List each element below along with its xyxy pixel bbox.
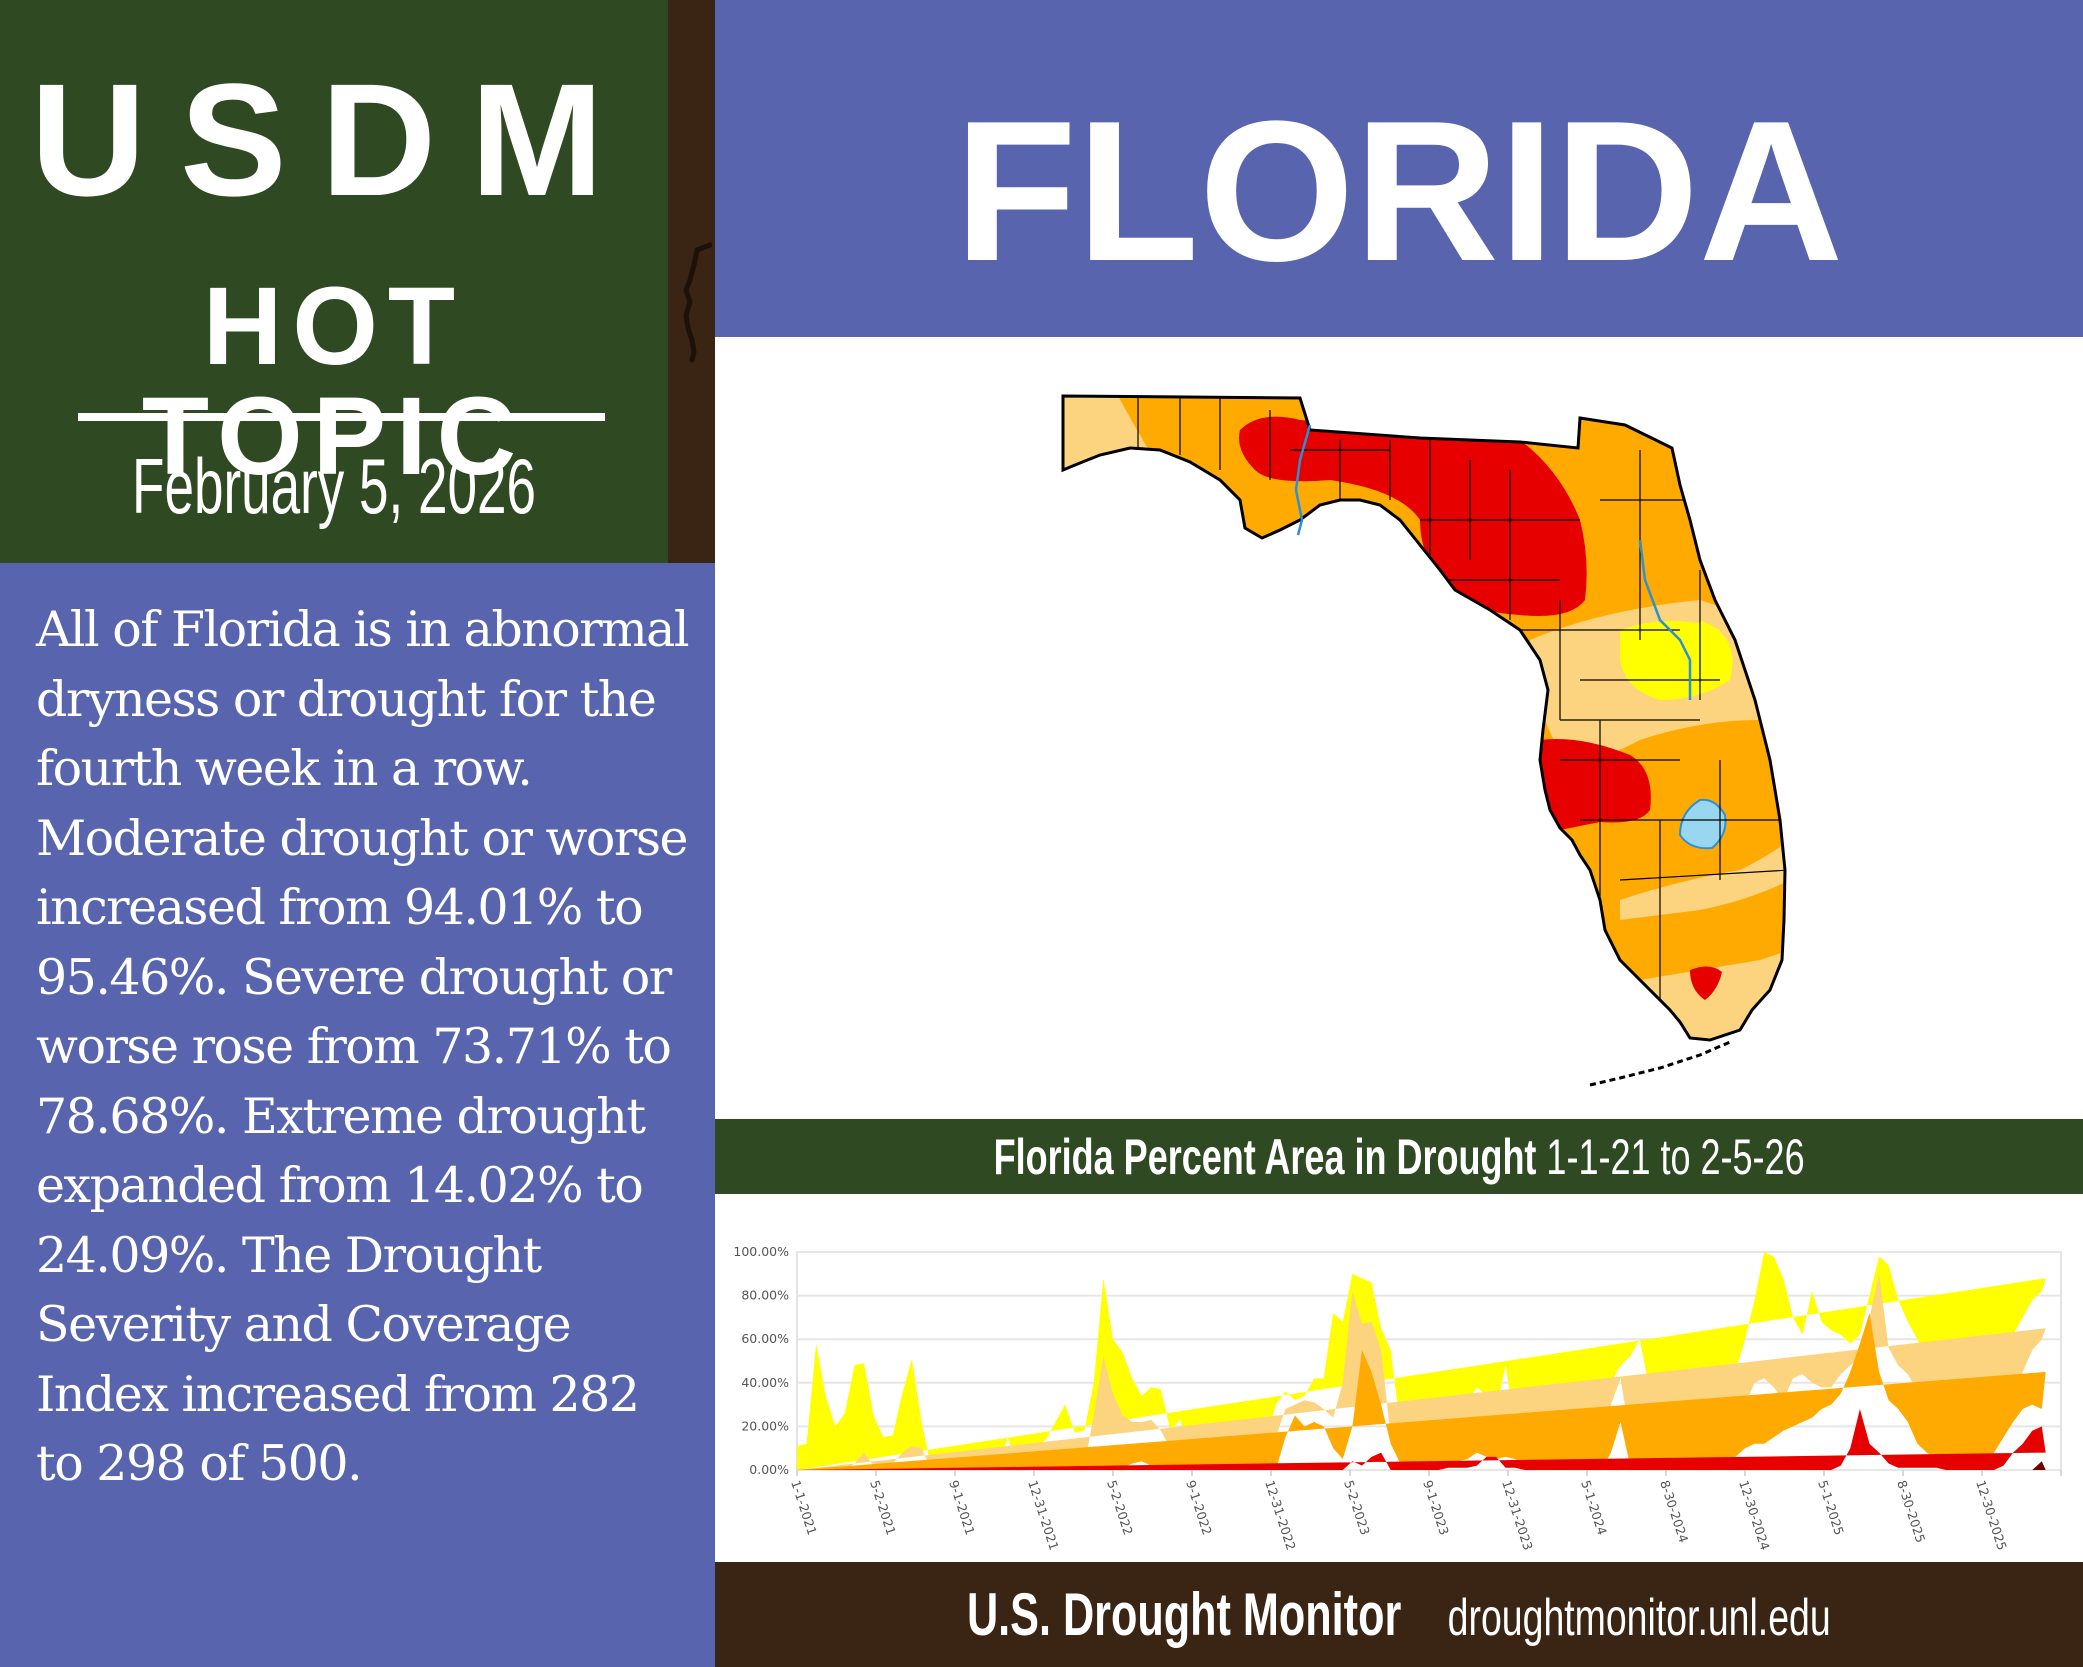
apalachicola-river [1294,424,1312,536]
x-tick-label: 1-1-2021 [788,1478,820,1537]
footer-url-link[interactable]: droughtmonitor.unl.edu [1447,1589,1831,1647]
florida-keys [1589,1040,1731,1087]
x-tick-label: 9-1-2021 [946,1478,978,1537]
lake-okeechobee [1678,798,1727,850]
y-tick-label: 0.00% [749,1462,789,1477]
footer-brand: U.S. Drought Monitor [967,1581,1402,1648]
y-tick-label: 80.00% [741,1288,789,1303]
crack-texture-icon [683,242,712,363]
series-area-d2-d4 [797,1313,2046,1470]
y-tick-label: 60.00% [741,1331,789,1346]
brand-title: USDM [30,50,638,229]
x-tick-label: 12-31-2021 [1025,1478,1062,1552]
y-tick-label: 100.00% [733,1244,789,1259]
x-tick-label: 9-1-2023 [1420,1478,1452,1537]
hot-topic-heading: HOT TOPIC [141,265,527,498]
chart-title-bar: Florida Percent Area in Drought 1-1-21 t… [715,1119,2083,1194]
drought-map [715,337,2083,1119]
map-d3-north [1239,416,1587,616]
state-title: FLORIDA [954,80,1844,303]
y-tick-label: 40.00% [741,1375,789,1390]
y-tick-label: 20.00% [741,1418,789,1433]
x-tick-label: 5-2-2022 [1104,1478,1136,1537]
footer-bar: U.S. Drought Monitor droughtmonitor.unl.… [715,1562,2083,1667]
x-tick-label: 5-2-2021 [867,1478,899,1537]
x-tick-label: 8-30-2025 [1894,1478,1928,1544]
x-tick-label: 9-1-2022 [1183,1478,1215,1537]
st-johns-river [1638,539,1692,700]
map-d0-coast [1700,620,1720,670]
map-d1-south [1620,840,1785,920]
x-tick-label: 12-30-2024 [1736,1478,1773,1552]
county-lines [1137,396,1785,1040]
x-tick-label: 12-31-2023 [1499,1478,1536,1552]
summary-panel [0,563,715,1667]
state-header [715,0,2083,337]
map-d3-tampa [1540,739,1651,830]
x-tick-label: 8-30-2024 [1657,1478,1691,1544]
florida-map [1061,394,1787,1087]
drought-area-chart: 0.00% 20.00% 40.00% 60.00% 80.00% 100.00% 1-1-… [715,1194,2083,1562]
title-panel [0,0,668,563]
x-tick-label: 5-2-2023 [1341,1478,1373,1537]
chart-series [797,1252,2046,1470]
chart-svg: 0.00% 20.00% 40.00% 60.00% 80.00% 100.00% 1-1-… [733,1244,2062,1552]
summary-text: All of Florida is in abnormal dryness or… [36,601,690,1492]
x-tick-label: 12-31-2022 [1262,1478,1299,1552]
date-label: February 5, 2026 [132,442,536,530]
x-tick-label: 12-30-2025 [1973,1478,2010,1552]
chart-title-main: Florida Percent Area in Drought [993,1128,1537,1185]
x-tick-label: 5-1-2025 [1815,1478,1847,1537]
divider [78,413,605,421]
series-area-d3-d4 [797,1409,2046,1470]
map-d3-south [1690,966,1722,1000]
x-tick-label: 5-1-2024 [1578,1478,1610,1537]
chart-title-range: 1-1-21 to 2-5-26 [1546,1128,1805,1185]
chart-title: Florida Percent Area in Drought 1-1-21 t… [836,1128,1962,1186]
